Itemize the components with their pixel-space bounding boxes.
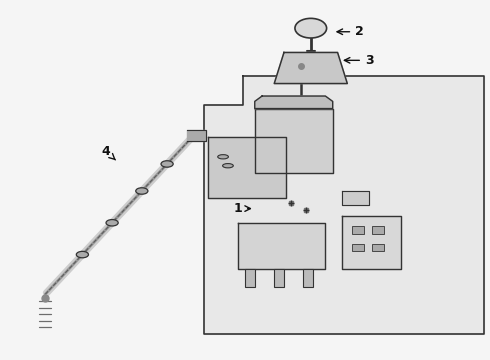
Bar bbox=[303, 269, 313, 287]
Text: 3: 3 bbox=[344, 54, 373, 67]
Text: 2: 2 bbox=[337, 25, 364, 38]
Ellipse shape bbox=[106, 220, 118, 226]
Bar bbox=[274, 269, 284, 287]
Ellipse shape bbox=[295, 18, 327, 38]
Text: 1: 1 bbox=[233, 202, 250, 215]
Polygon shape bbox=[203, 76, 484, 334]
Polygon shape bbox=[255, 96, 333, 109]
Polygon shape bbox=[255, 109, 333, 173]
Polygon shape bbox=[187, 130, 206, 141]
Bar bbox=[372, 244, 384, 251]
Bar bbox=[352, 244, 365, 251]
Bar bbox=[372, 226, 384, 234]
Polygon shape bbox=[274, 53, 347, 84]
Text: 4: 4 bbox=[102, 145, 116, 160]
Bar bbox=[352, 226, 365, 234]
Ellipse shape bbox=[161, 161, 173, 167]
Ellipse shape bbox=[136, 188, 148, 194]
Ellipse shape bbox=[76, 251, 89, 258]
Ellipse shape bbox=[222, 163, 233, 168]
Polygon shape bbox=[238, 223, 325, 269]
Polygon shape bbox=[343, 191, 369, 205]
Polygon shape bbox=[208, 137, 287, 198]
Polygon shape bbox=[343, 216, 401, 269]
Bar bbox=[245, 269, 255, 287]
Ellipse shape bbox=[218, 155, 228, 159]
